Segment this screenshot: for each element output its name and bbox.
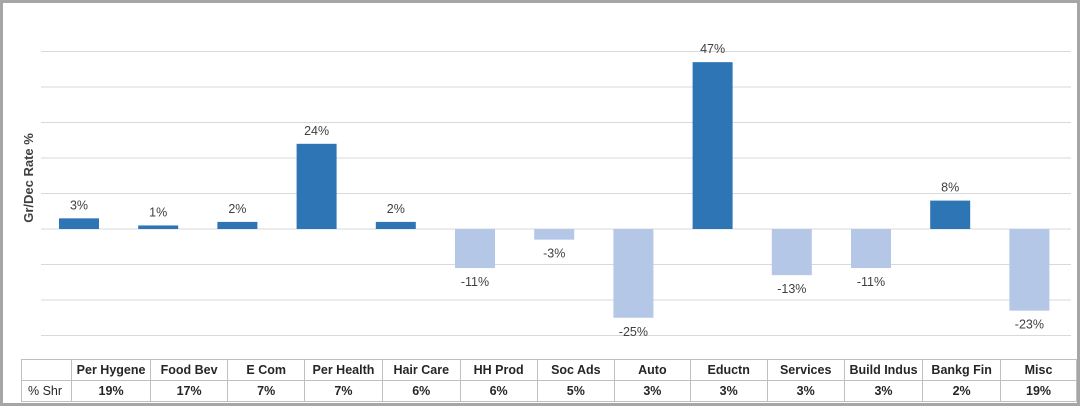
data-label: -11% [461,275,489,289]
category-row-header [20,359,73,381]
bars [59,62,1050,318]
data-label: 2% [228,202,246,216]
bar-misc [1009,229,1050,311]
data-label: 8% [941,181,959,195]
table-share-cell: 7% [227,380,305,402]
bar-soc-ads [534,229,575,240]
table-share-cell: 3% [689,380,768,402]
table-category-cell: Build Indus [843,359,924,381]
bar-per-health [296,143,337,229]
table-category-cell: E Com [227,359,305,381]
bar-food-bev [138,225,179,229]
data-label: 2% [387,202,405,216]
data-label: 1% [149,205,167,219]
table-category-cell: Food Bev [149,359,229,381]
share-row-label: % Shr [20,380,73,402]
bar-per-hygene [59,218,99,229]
gridlines [41,51,1071,336]
table-category-cell: Hair Care [381,359,461,381]
table-category-cell: Misc [1000,359,1077,381]
bar-services [771,229,812,276]
table-category-cell: Per Health [303,359,383,381]
bar-e-com [217,221,258,229]
table-category-cell: Per Hygene [71,359,151,381]
table-share-cell: 6% [381,380,461,402]
y-axis-label: Gr/Dec Rate % [21,133,36,223]
bar-bankg-fin [930,200,971,229]
table-category-cell: HH Prod [459,359,538,381]
table-category-cell: Soc Ads [536,359,615,381]
table-category-cell: Auto [613,359,691,381]
share-row: % Shr 19% 17% 7% 7% 6% 6% 5% 3% 3% 3% 3% 2% 19% [20,380,1077,402]
category-row: Per Hygene Food Bev E Com Per Health Hair Ca… [20,359,1077,381]
data-label: -13% [777,282,806,296]
table-category-cell: Services [766,359,845,381]
share-table: Per Hygene Food Bev E Com Per Health Hair Ca… [20,359,1077,402]
table-share-cell: 7% [303,380,383,402]
bar-hh-prod [455,229,495,269]
data-label: 24% [304,124,329,138]
data-label: -23% [1015,318,1044,332]
table-category-cell: Bankg Fin [922,359,1002,381]
table-share-cell: 19% [71,380,151,402]
data-label: 47% [700,42,725,56]
bar-hair-care [375,221,416,229]
data-label: -3% [543,247,565,261]
bar-build-indus [851,229,891,269]
table-share-cell: 19% [1000,380,1077,402]
bar-eductn [692,62,733,230]
table-share-cell: 3% [613,380,691,402]
table-share-cell: 5% [536,380,615,402]
table-share-cell: 17% [149,380,229,402]
table-share-cell: 3% [843,380,924,402]
table-share-cell: 3% [766,380,845,402]
bar-chart: 3%1% 2%24%2%-11%-3%-25%47%-13%-11%8%-23% … [21,42,1071,339]
data-label: -11% [857,275,885,289]
table-share-cell: 6% [459,380,538,402]
data-label: 3% [70,198,88,212]
data-labels: 3% 1% 2% 24% 2% -11% -3% -25% 47% -13% -11% 8% -23% [70,42,1044,339]
table-category-cell: Eductn [689,359,768,381]
table-share-cell: 2% [922,380,1002,402]
bar-auto [613,229,654,318]
data-label: -25% [619,325,648,339]
